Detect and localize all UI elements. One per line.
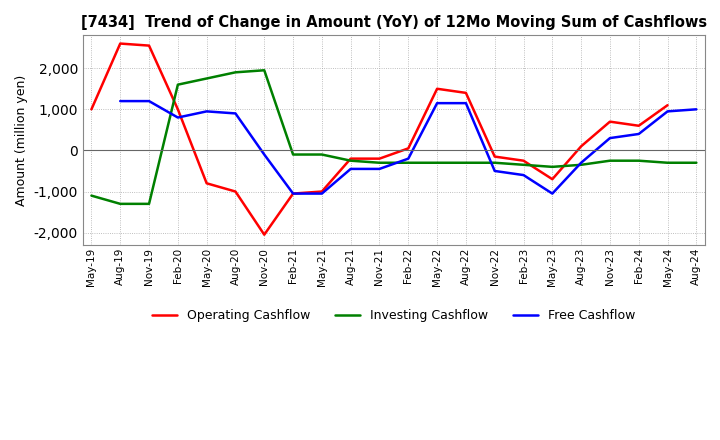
Free Cashflow (289, 191, 297, 196)
Free Cashflow (548, 191, 557, 196)
Investing Cashflow (174, 82, 182, 87)
Investing Cashflow (462, 160, 470, 165)
Legend: Operating Cashflow, Investing Cashflow, Free Cashflow: Operating Cashflow, Investing Cashflow, … (147, 304, 641, 327)
Free Cashflow (318, 191, 326, 196)
Free Cashflow (490, 169, 499, 174)
Operating Cashflow (145, 43, 153, 48)
Free Cashflow (606, 136, 614, 141)
Operating Cashflow (433, 86, 441, 92)
Operating Cashflow (289, 191, 297, 196)
Free Cashflow (519, 172, 528, 178)
Operating Cashflow (490, 154, 499, 159)
Operating Cashflow (231, 189, 240, 194)
Operating Cashflow (519, 158, 528, 163)
Operating Cashflow (606, 119, 614, 124)
Free Cashflow (202, 109, 211, 114)
Investing Cashflow (577, 162, 585, 168)
Investing Cashflow (346, 158, 355, 163)
Operating Cashflow (404, 146, 413, 151)
Operating Cashflow (174, 106, 182, 112)
Investing Cashflow (116, 201, 125, 206)
Y-axis label: Amount (million yen): Amount (million yen) (15, 74, 28, 206)
Investing Cashflow (289, 152, 297, 157)
Free Cashflow (231, 111, 240, 116)
Operating Cashflow (260, 232, 269, 237)
Free Cashflow (663, 109, 672, 114)
Investing Cashflow (318, 152, 326, 157)
Operating Cashflow (318, 189, 326, 194)
Operating Cashflow (116, 41, 125, 46)
Investing Cashflow (548, 164, 557, 169)
Investing Cashflow (231, 70, 240, 75)
Operating Cashflow (462, 90, 470, 95)
Investing Cashflow (663, 160, 672, 165)
Investing Cashflow (87, 193, 96, 198)
Operating Cashflow (202, 181, 211, 186)
Investing Cashflow (634, 158, 643, 163)
Free Cashflow (145, 99, 153, 104)
Line: Investing Cashflow: Investing Cashflow (91, 70, 696, 204)
Free Cashflow (577, 160, 585, 165)
Operating Cashflow (634, 123, 643, 128)
Investing Cashflow (606, 158, 614, 163)
Operating Cashflow (548, 176, 557, 182)
Free Cashflow (692, 106, 701, 112)
Operating Cashflow (577, 144, 585, 149)
Free Cashflow (174, 115, 182, 120)
Free Cashflow (462, 100, 470, 106)
Investing Cashflow (375, 160, 384, 165)
Free Cashflow (346, 166, 355, 172)
Operating Cashflow (87, 106, 96, 112)
Title: [7434]  Trend of Change in Amount (YoY) of 12Mo Moving Sum of Cashflows: [7434] Trend of Change in Amount (YoY) o… (81, 15, 707, 30)
Free Cashflow (634, 131, 643, 136)
Investing Cashflow (692, 160, 701, 165)
Free Cashflow (404, 156, 413, 161)
Investing Cashflow (202, 76, 211, 81)
Investing Cashflow (404, 160, 413, 165)
Free Cashflow (375, 166, 384, 172)
Investing Cashflow (519, 162, 528, 168)
Investing Cashflow (145, 201, 153, 206)
Investing Cashflow (490, 160, 499, 165)
Operating Cashflow (375, 156, 384, 161)
Investing Cashflow (433, 160, 441, 165)
Operating Cashflow (346, 156, 355, 161)
Free Cashflow (260, 152, 269, 157)
Line: Operating Cashflow: Operating Cashflow (91, 44, 667, 235)
Free Cashflow (116, 99, 125, 104)
Line: Free Cashflow: Free Cashflow (120, 101, 696, 194)
Free Cashflow (433, 100, 441, 106)
Investing Cashflow (260, 68, 269, 73)
Operating Cashflow (663, 103, 672, 108)
